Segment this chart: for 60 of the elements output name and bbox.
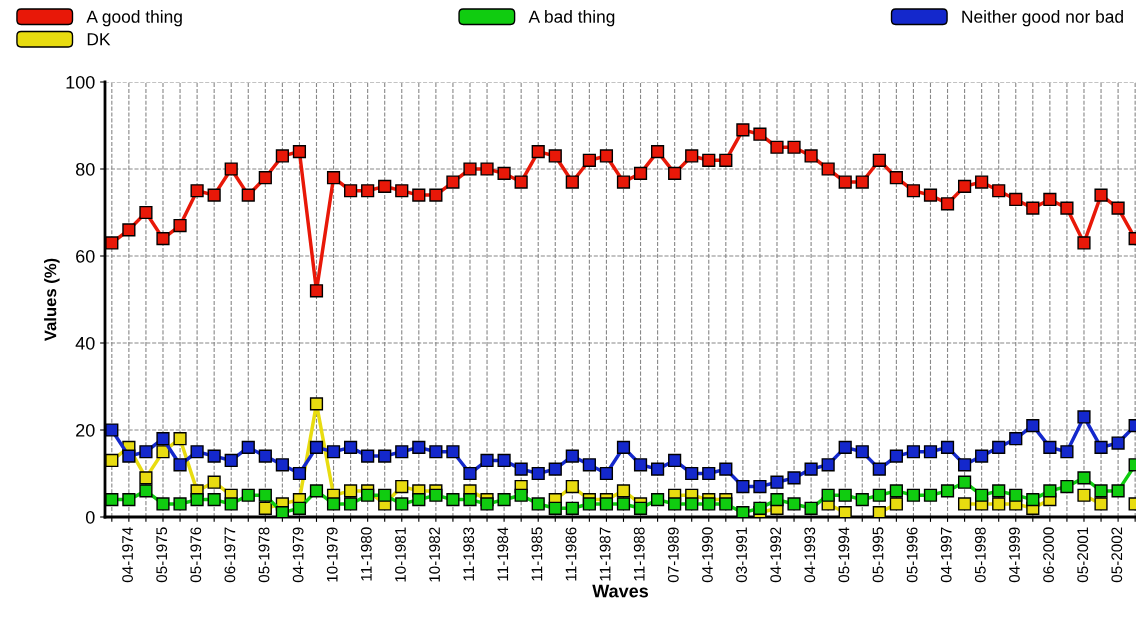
x-tick-label: 11-1987 (599, 527, 611, 581)
legend-label: Neither good nor bad (962, 10, 1123, 27)
x-tick-label: 11-1988 (633, 527, 645, 581)
point (395, 479, 409, 494)
x-tick-label: 04-1999 (1009, 527, 1020, 583)
point (565, 479, 579, 494)
x-tick-label: 10-1982 (429, 527, 440, 582)
legend-label: A bad thing (528, 10, 615, 27)
x-tick-label: 05-1995 (872, 527, 884, 583)
x-tick-label: 05-1978 (258, 527, 270, 583)
point (957, 497, 972, 511)
legend-label: DK (87, 33, 111, 46)
point (258, 501, 272, 515)
x-tick-label: 04-1993 (804, 527, 816, 583)
point (173, 432, 187, 446)
x-tick-label: 10-1981 (395, 527, 406, 582)
x-tick-label: 04-1979 (292, 527, 304, 583)
y-tick-label: 20 (76, 423, 95, 437)
point (838, 506, 852, 517)
y-tick-label: 40 (75, 336, 95, 350)
x-tick-label: 11-1980 (360, 527, 372, 581)
x-tick-label: 05-2001 (1077, 527, 1089, 583)
y-tick-label: 100 (66, 75, 95, 89)
x-tick-label: 04-1992 (770, 527, 782, 583)
point (1094, 497, 1108, 511)
point (1077, 488, 1091, 502)
y-axis-title: Values (%) (44, 258, 60, 342)
x-tick-label: 05-1976 (190, 527, 202, 583)
point (156, 445, 170, 459)
x-tick-label: 05-1975 (156, 527, 168, 583)
x-tick-label: 11-1985 (531, 527, 543, 581)
x-tick-label: 06-1977 (224, 527, 236, 583)
x-tick-label: 05-1996 (906, 527, 918, 583)
x-tick-label: 11-1983 (463, 527, 475, 581)
x-tick-label: 04-1990 (702, 527, 713, 583)
x-tick-label: 06-2000 (1043, 527, 1054, 583)
x-tick-label: 04-1974 (122, 527, 133, 583)
point (992, 497, 1006, 511)
x-tick-label: 10-1979 (326, 527, 338, 582)
point (616, 484, 631, 498)
x-tick-label: 04-1997 (940, 527, 952, 583)
y-tick-label: 60 (76, 249, 95, 263)
x-tick-label: 11-1984 (497, 527, 509, 581)
y-tick-label: 0 (85, 510, 95, 524)
x-tick-label: 11-1986 (565, 527, 577, 581)
legend-label: A good thing (86, 10, 182, 27)
point (889, 497, 903, 511)
x-tick-label: 07-1989 (667, 527, 679, 583)
x-tick-label: 05-1998 (974, 527, 986, 583)
point (344, 484, 358, 498)
point (139, 471, 153, 485)
x-tick-label: 05-2002 (1111, 527, 1123, 583)
point (207, 475, 221, 489)
point (309, 397, 324, 411)
x-axis-title: Waves (592, 584, 649, 598)
x-tick-label: 03-1991 (736, 527, 747, 583)
point (105, 453, 119, 468)
point (872, 506, 886, 517)
x-tick-label: 05-1994 (838, 527, 850, 583)
y-tick-label: 80 (75, 162, 95, 176)
